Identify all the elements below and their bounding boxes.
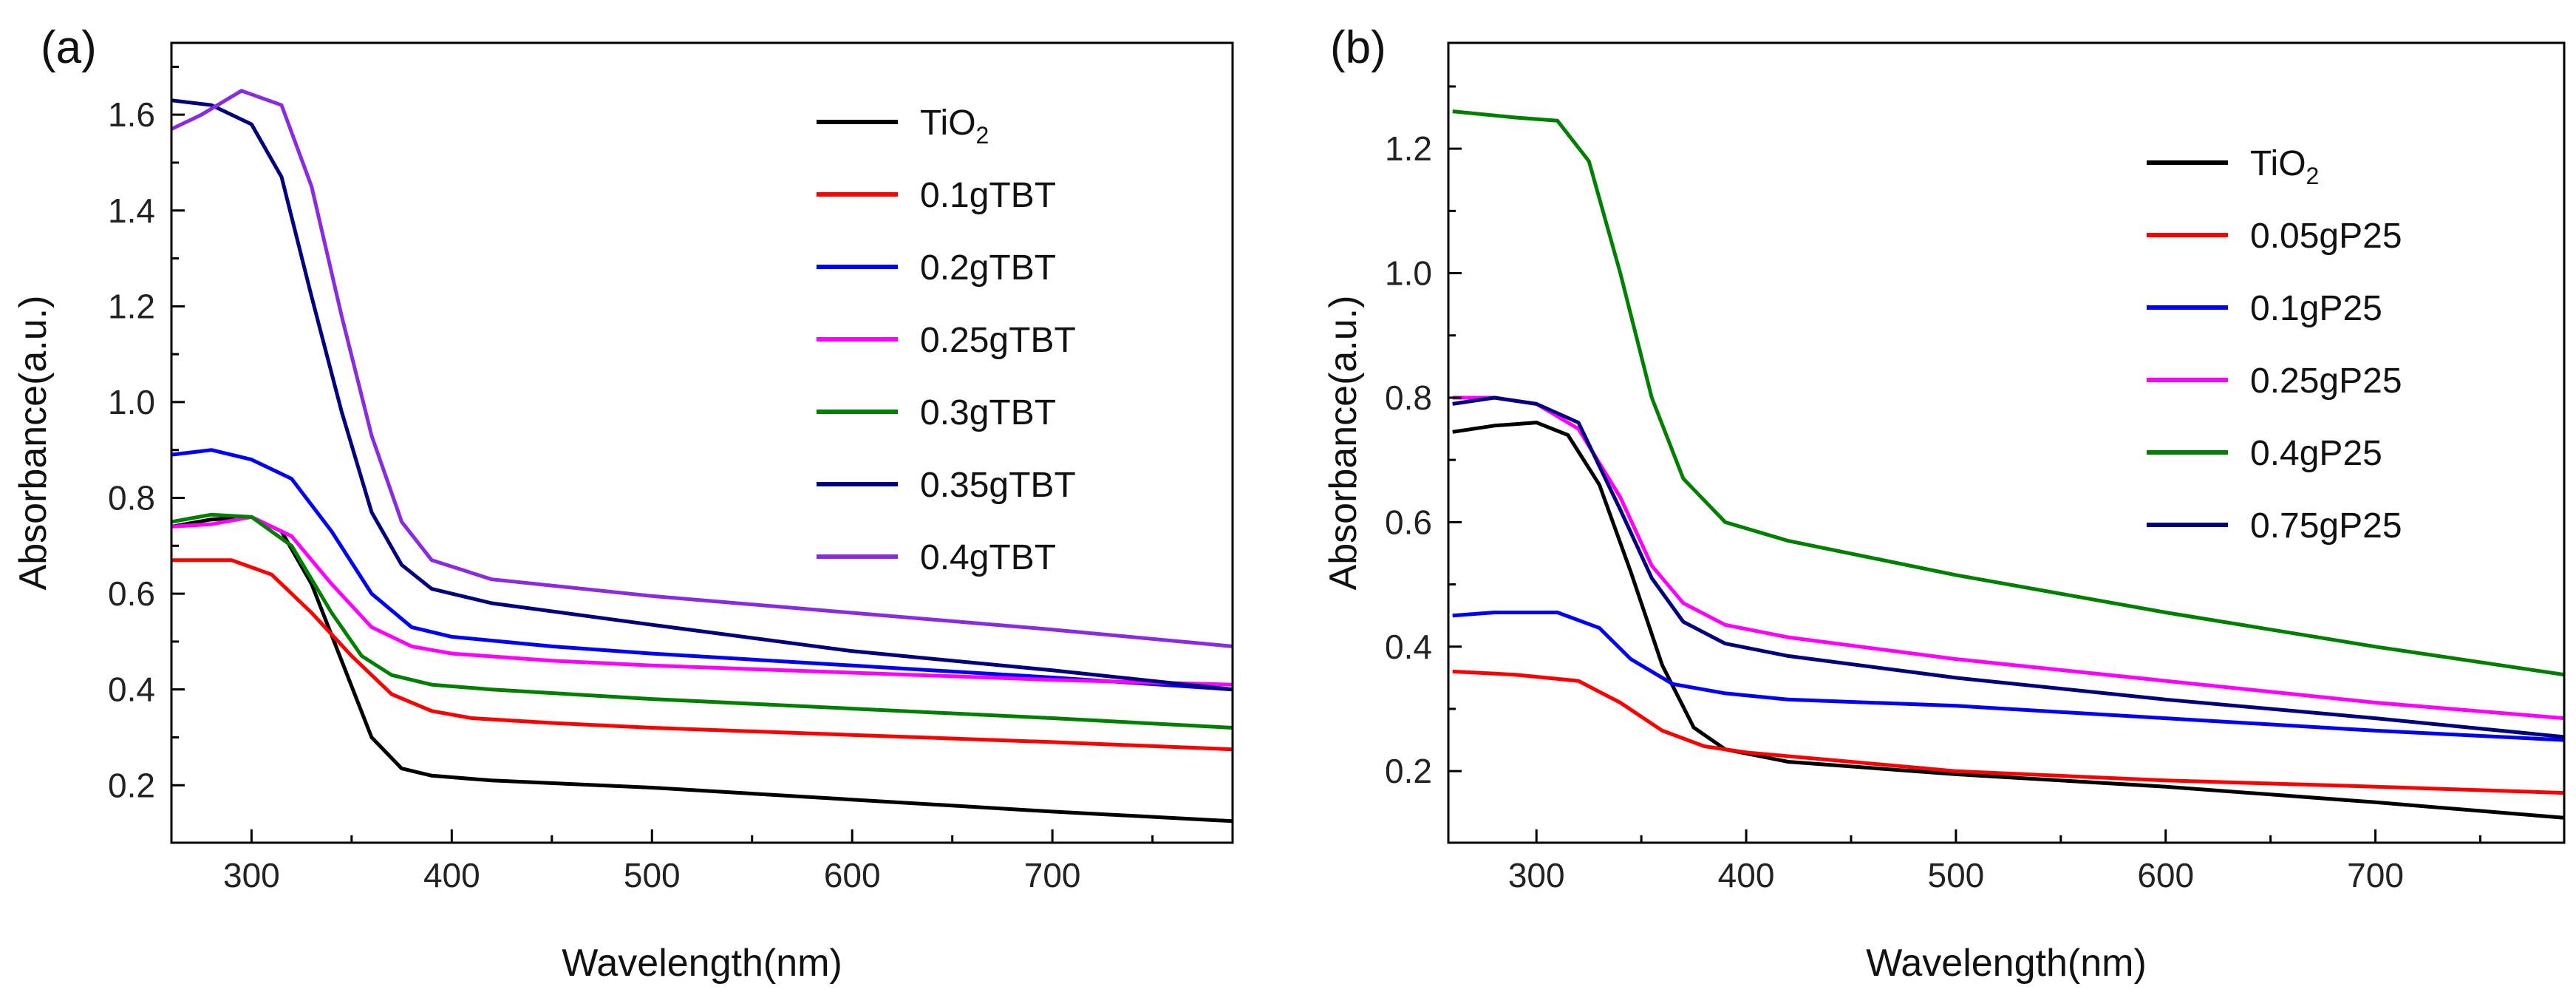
- x-axis-title: Wavelength(nm): [562, 942, 842, 985]
- legend-label: TiO2: [2250, 144, 2319, 189]
- plot-frame: [1447, 41, 2566, 844]
- x-tick-label: 700: [2347, 856, 2404, 894]
- series-line-04gP25: [1452, 109, 2564, 677]
- x-tick-label: 700: [1024, 856, 1081, 894]
- series-line-025gP25: [1452, 395, 2564, 721]
- x-tick-label: 500: [1928, 856, 1985, 894]
- y-tick-label: 0.2: [1385, 752, 1432, 790]
- legend: TiO2 0.1gTBT 0.2gTBT 0.25gTBT 0.3gTBT 0.35gTB…: [817, 103, 1076, 577]
- x-tick-label: 500: [624, 856, 681, 894]
- legend-label: 0.3gTBT: [920, 393, 1056, 432]
- y-tick-label: 0.4: [108, 670, 155, 709]
- series-line-TiO2: [1452, 421, 2564, 820]
- series-group: [171, 89, 1233, 823]
- x-tick-label: 300: [223, 856, 280, 894]
- series-line-01gTBT: [171, 558, 1233, 752]
- y-tick-label: 1.0: [1385, 254, 1432, 293]
- x-tick-label: 600: [2137, 856, 2194, 894]
- x-tick-label: 300: [1508, 856, 1565, 894]
- panel-b: 300 400 500 600 700 0.2 0.4 0.6 0.8 1.0 1.2 Wavelen…: [1322, 22, 2566, 985]
- y-tick-label: 0.6: [108, 574, 155, 613]
- legend-label: 0.25gP25: [2250, 361, 2402, 401]
- legend-label: 0.1gP25: [2250, 289, 2382, 328]
- x-axis-title: Wavelength(nm): [1866, 942, 2147, 985]
- series-line-04gTBT: [171, 89, 1233, 648]
- y-tick-label: 0.8: [108, 479, 155, 517]
- legend-label: 0.05gP25: [2250, 217, 2402, 256]
- x-tick-label: 400: [1718, 856, 1775, 894]
- y-tick-label: 1.2: [108, 287, 155, 325]
- y-tick-label: 0.6: [1385, 503, 1432, 541]
- legend-label: 0.2gTBT: [920, 248, 1056, 288]
- y-tick-label: 0.2: [108, 766, 155, 804]
- panel-label: (a): [41, 22, 97, 73]
- legend-label: 0.4gTBT: [920, 538, 1056, 577]
- legend-label: 0.4gP25: [2250, 434, 2382, 473]
- series-line-01gP25: [1452, 611, 2564, 742]
- series-line-03gTBT: [171, 512, 1233, 730]
- panel-label: (b): [1330, 22, 1386, 73]
- y-tick-label: 0.4: [1385, 628, 1432, 666]
- x-tick-label: 600: [824, 856, 881, 894]
- legend-label: 0.1gTBT: [920, 176, 1056, 215]
- x-tick-label: 400: [423, 856, 480, 894]
- series-line-035gTBT: [171, 98, 1233, 692]
- y-tick-label: 1.2: [1385, 129, 1432, 168]
- y-tick-label: 1.4: [108, 191, 155, 230]
- plot-frame: [170, 41, 1234, 844]
- series-line-075gP25: [1452, 395, 2564, 739]
- legend-subscript: 2: [2306, 163, 2320, 189]
- y-tick-label: 1.6: [108, 95, 155, 134]
- legend-subscript: 2: [976, 122, 989, 149]
- series-group: [1452, 109, 2564, 820]
- series-line-02gTBT: [171, 448, 1233, 692]
- panel-a: 300 400 500 600 700 0.2 0.4 0.6 0.8 1.0 1.2 1.4 1.6 W…: [12, 22, 1234, 985]
- y-axis-title: Absorbance(a.u.): [1322, 296, 1365, 591]
- legend-label: TiO2: [920, 103, 989, 149]
- y-tick-label: 1.0: [108, 383, 155, 421]
- legend-label: 0.25gTBT: [920, 321, 1076, 360]
- y-tick-label: 0.8: [1385, 378, 1432, 417]
- legend-label: 0.35gTBT: [920, 466, 1076, 505]
- y-axis-title: Absorbance(a.u.): [12, 296, 55, 591]
- series-line-005gP25: [1452, 669, 2564, 795]
- legend: TiO2 0.05gP25 0.1gP25 0.25gP25 0.4gP25 0.75gP…: [2147, 144, 2402, 546]
- legend-label: 0.75gP25: [2250, 506, 2402, 546]
